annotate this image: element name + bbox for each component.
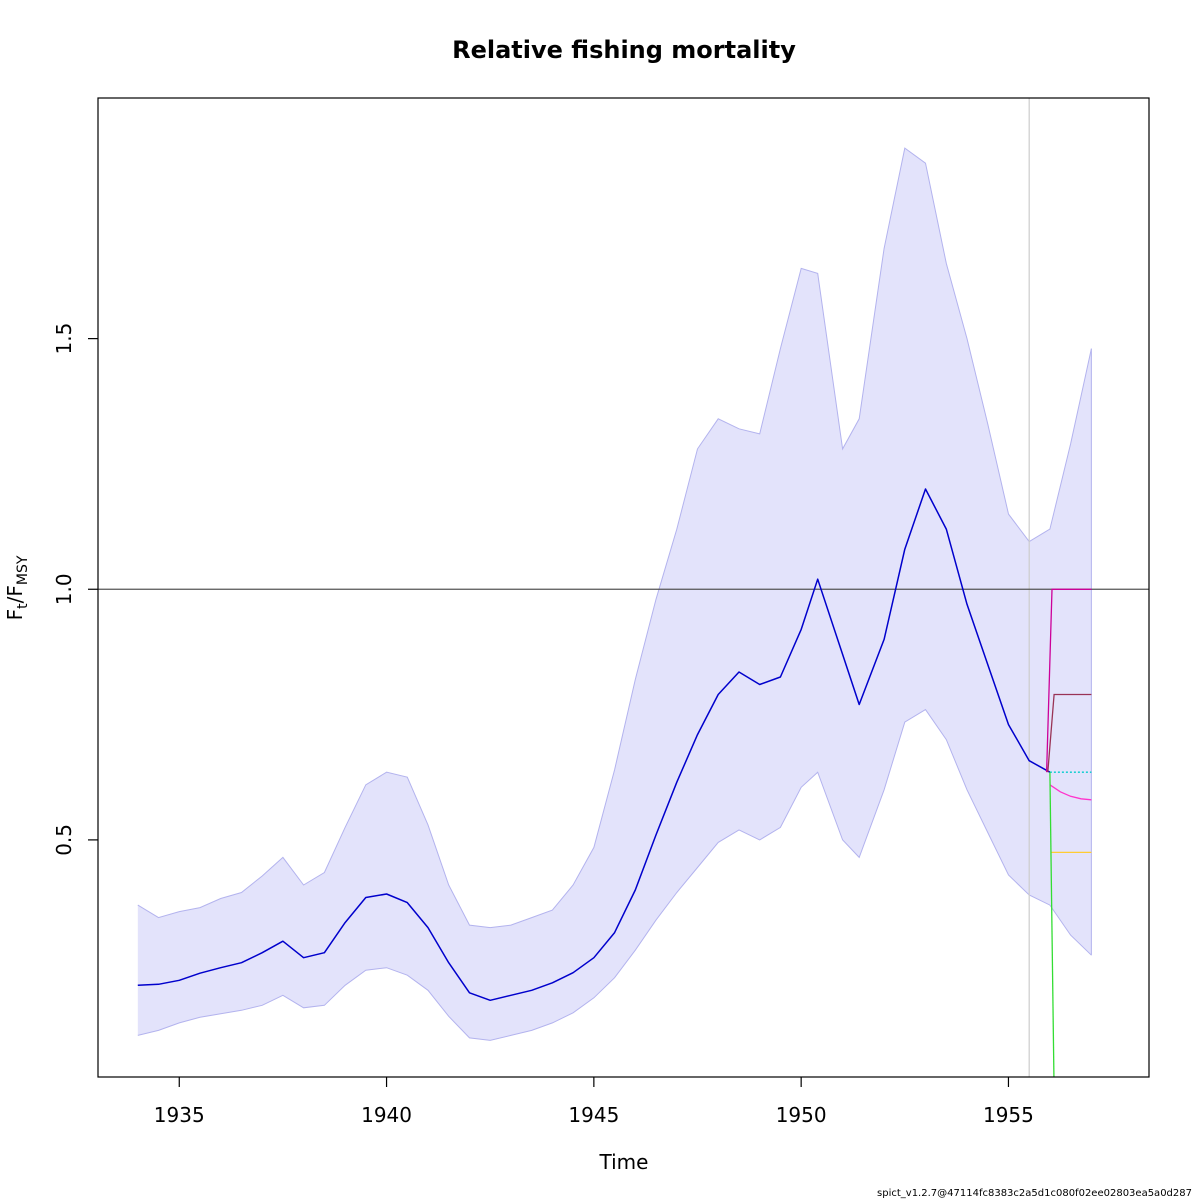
y-tick-label-0: 0.5 <box>52 824 76 856</box>
y-label-main: F <box>3 609 27 621</box>
scenario-line-6 <box>1049 772 1055 1077</box>
y-axis: 0.5 1.0 1.5 <box>52 323 98 856</box>
x-tick-label-1935: 1935 <box>154 1103 205 1127</box>
x-tick-label-1950: 1950 <box>776 1103 827 1127</box>
series-lines <box>98 98 1149 1077</box>
y-tick-label-1: 1.0 <box>52 573 76 605</box>
lower-bound-line <box>137 708 1092 1041</box>
scenario-line-4 <box>1047 693 1092 773</box>
y-label-sub2: MSY <box>15 555 31 585</box>
footer-version: spict_v1.2.7@47114fc8383c2a5d1c080f02ee0… <box>877 1188 1192 1199</box>
y-label-sub1: t <box>15 603 31 609</box>
y-tick-label-2: 1.5 <box>52 323 76 355</box>
y-label-slash: /F <box>3 585 27 603</box>
x-axis-label: Time <box>599 1150 649 1174</box>
scenario-line-3 <box>1045 588 1092 773</box>
chart-title: Relative fishing mortality <box>452 36 796 64</box>
confidence-band <box>137 148 1092 1041</box>
confidence-bands <box>137 147 1092 1041</box>
x-axis: 1935 1940 1945 1950 1955 <box>154 1077 1034 1127</box>
scenario-line-2 <box>1049 784 1092 801</box>
upper-bound-line <box>137 147 1092 929</box>
x-tick-label-1940: 1940 <box>361 1103 412 1127</box>
y-axis-label: Ft/FMSY <box>3 555 31 620</box>
relative-f-estimate-line <box>137 488 1051 1002</box>
plot-frame <box>97 97 1150 1078</box>
x-tick-label-1945: 1945 <box>568 1103 619 1127</box>
x-tick-label-1955: 1955 <box>983 1103 1034 1127</box>
